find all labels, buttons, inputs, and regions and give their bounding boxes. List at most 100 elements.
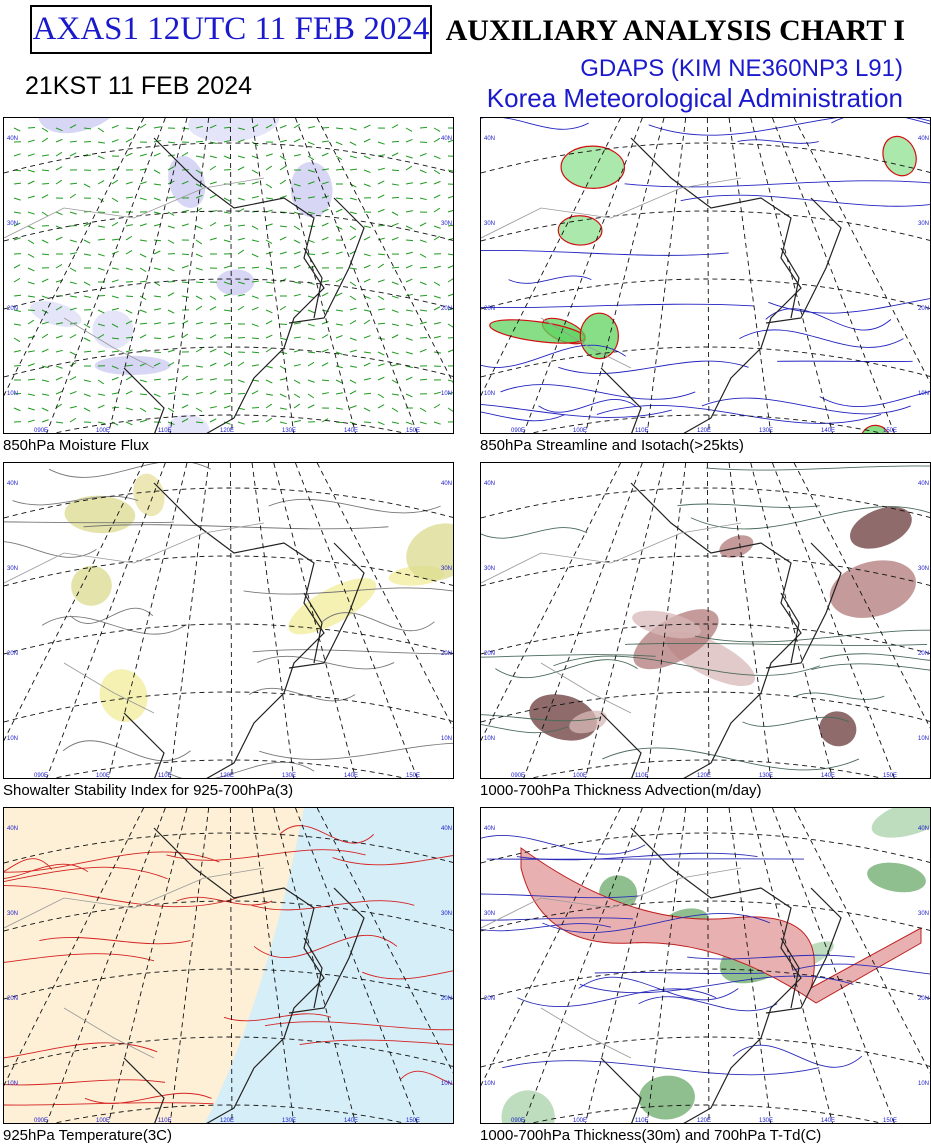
longitude-label: 100E xyxy=(96,773,110,779)
flux-arrow xyxy=(69,307,77,311)
contour-line xyxy=(768,298,930,314)
flux-arrow xyxy=(111,295,119,299)
flux-arrow xyxy=(83,407,91,412)
longitude-label: 090E xyxy=(34,773,48,779)
contour-line xyxy=(252,649,453,655)
contour-line xyxy=(332,855,453,866)
flux-arrow xyxy=(293,197,302,200)
flux-arrow xyxy=(209,141,217,145)
flux-arrow xyxy=(69,124,77,129)
shaded-area xyxy=(829,560,916,618)
contour-line xyxy=(502,1060,820,1076)
flux-arrow xyxy=(391,183,399,186)
flux-arrow xyxy=(111,421,119,426)
latitude-label: 20N xyxy=(7,996,18,1002)
flux-arrow xyxy=(27,211,35,215)
coastline xyxy=(600,482,842,778)
contour-line xyxy=(481,654,656,658)
flux-arrow xyxy=(55,166,63,171)
latitude-line xyxy=(4,900,453,932)
flux-arrow xyxy=(181,375,189,381)
flux-arrow xyxy=(111,139,119,143)
flux-arrow xyxy=(27,363,35,367)
contour-line xyxy=(481,249,729,256)
flux-arrow xyxy=(139,393,148,396)
flux-arrow xyxy=(265,417,273,423)
flux-arrow xyxy=(125,152,133,157)
flux-arrow xyxy=(41,295,49,299)
flux-arrow xyxy=(321,181,329,185)
flux-arrow xyxy=(363,309,371,312)
flux-arrow xyxy=(125,320,133,325)
latitude-line xyxy=(529,1104,884,1123)
shaded-area xyxy=(569,710,607,734)
flux-arrow xyxy=(279,393,287,398)
flux-arrow xyxy=(195,155,203,158)
longitude-line xyxy=(108,118,188,433)
flux-arrow xyxy=(69,390,77,395)
flux-arrow xyxy=(349,168,358,171)
flux-arrow xyxy=(97,155,105,160)
flux-arrow xyxy=(335,141,343,146)
flux-arrow xyxy=(447,392,453,395)
contour-line xyxy=(279,825,375,844)
latitude-label: 40N xyxy=(7,826,18,832)
longitude-label: 120E xyxy=(697,428,711,434)
flux-arrow xyxy=(223,322,232,325)
flux-arrow xyxy=(111,124,119,129)
contour-line xyxy=(481,411,565,422)
flux-arrow xyxy=(237,155,245,159)
flux-arrow xyxy=(363,124,371,129)
longitude-label: 140E xyxy=(344,1118,358,1124)
flux-arrow xyxy=(377,363,385,367)
shaded-area xyxy=(859,424,892,433)
flux-arrow xyxy=(55,263,63,269)
longitude-label: 120E xyxy=(697,1118,711,1124)
contour-line xyxy=(481,527,588,539)
longitude-label: 130E xyxy=(759,1118,773,1124)
flux-arrow xyxy=(391,323,399,327)
contour-line xyxy=(481,723,569,734)
flux-arrow xyxy=(125,235,133,241)
flux-arrow xyxy=(195,169,203,175)
flux-arrow xyxy=(265,294,274,297)
flux-arrow xyxy=(293,293,301,297)
flux-arrow xyxy=(139,419,147,423)
latitude-line xyxy=(481,968,930,1000)
flux-arrow xyxy=(335,407,343,410)
contour-line xyxy=(687,954,855,960)
flux-arrow xyxy=(363,295,371,300)
flux-arrow xyxy=(335,278,343,283)
latitude-label: 20N xyxy=(484,651,495,657)
contour-line xyxy=(542,913,771,933)
flux-arrow xyxy=(391,421,399,424)
contour-line xyxy=(481,118,589,130)
latitude-line xyxy=(481,346,930,378)
flux-arrow xyxy=(349,211,357,215)
flux-arrow xyxy=(363,377,371,381)
flux-arrow xyxy=(111,392,119,395)
flux-arrow xyxy=(377,263,385,269)
flux-arrow xyxy=(419,126,428,129)
flux-arrow xyxy=(83,140,92,143)
flux-arrow xyxy=(167,225,175,229)
flux-arrow xyxy=(251,225,259,230)
latitude-line xyxy=(481,487,930,519)
flux-arrow xyxy=(391,140,400,143)
flux-arrow xyxy=(27,153,35,157)
flux-arrow xyxy=(307,309,315,314)
flux-arrow xyxy=(419,407,427,412)
flux-arrow xyxy=(153,308,161,311)
flux-arrow xyxy=(293,251,301,255)
flux-arrow xyxy=(447,293,453,297)
flux-arrow xyxy=(167,292,175,297)
flux-arrow xyxy=(419,309,427,312)
flux-arrow xyxy=(167,239,175,244)
contour-line xyxy=(481,714,602,722)
flux-arrow xyxy=(321,292,329,297)
flux-arrow xyxy=(195,239,203,245)
flux-arrow xyxy=(321,362,329,367)
flux-arrow xyxy=(293,281,301,284)
longitude-line xyxy=(108,808,188,1123)
flux-arrow xyxy=(41,278,49,283)
